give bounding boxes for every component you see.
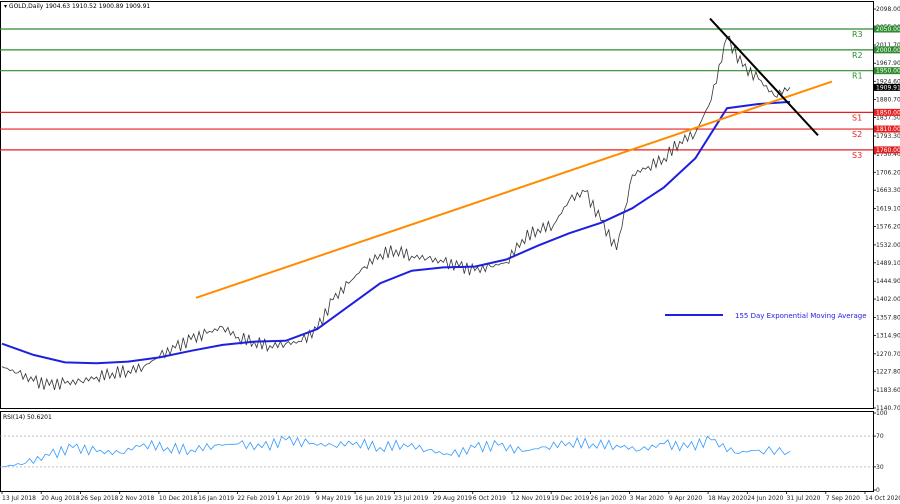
y-tick-label: 1880.70: [876, 97, 900, 104]
y-tick-label: 1489.10: [876, 260, 900, 267]
y-tick-label: 2098.00: [876, 6, 900, 13]
y-tick-label: 1750.40: [876, 151, 900, 158]
level-tag-text: 1950.00: [876, 68, 900, 75]
y-tick-label: 1793.30: [876, 133, 900, 140]
y-tick-label: 1924.60: [876, 78, 900, 85]
x-tick-label: 26 Sep 2018: [80, 495, 118, 502]
level-tag-s3: [874, 146, 900, 154]
level-label-s3: S3: [852, 151, 862, 160]
rsi-series: [1, 435, 791, 468]
current-price-tag: [874, 83, 900, 91]
y-tick-label: 1314.90: [876, 332, 900, 339]
x-tick-label: 13 Jul 2018: [2, 495, 36, 502]
x-tick-label: 2 Nov 2018: [120, 495, 155, 502]
x-tick-label: 9 Apr 2020: [669, 495, 702, 502]
y-tick-label: 1183.60: [876, 387, 900, 394]
rsi-label: RSI(14) 50.6201: [3, 414, 52, 421]
ema-series: [1, 100, 791, 365]
x-tick-label: 24 Jun 2020: [747, 495, 783, 502]
x-tick-label: 18 May 2020: [708, 495, 747, 502]
level-tag-text: 1760.00: [876, 147, 900, 154]
y-tick-label: 1837.50: [876, 115, 900, 122]
level-tag-text: 2050.00: [876, 26, 900, 33]
level-tag-text: 1810.00: [876, 126, 900, 133]
x-tick-label: 6 Oct 2019: [473, 495, 506, 502]
level-tag-text: 1850.00: [876, 109, 900, 116]
level-tag-s2: [874, 125, 900, 133]
x-tick-label: 31 Jul 2020: [787, 495, 821, 502]
x-tick-label: 9 May 2019: [316, 495, 351, 502]
x-tick-label: 14 Oct 2020: [865, 495, 900, 502]
y-tick-label: 1532.00: [876, 242, 900, 249]
x-tick-label: 16 Jun 2019: [355, 495, 391, 502]
y-tick-label: 1576.20: [876, 223, 900, 230]
rsi-panel: RSI(14) 50.6201 100 70 30 0: [0, 410, 888, 494]
level-label-r1: R1: [852, 72, 863, 81]
level-tag-r3: [874, 25, 900, 33]
x-tick-label: 16 Jan 2019: [198, 495, 234, 502]
rsi-y-label: 70: [876, 433, 884, 440]
main-panel: ▾ GOLD,Daily 1904.63 1910.52 1900.89 190…: [0, 1, 900, 412]
y-tick-label: 1140.70: [876, 405, 900, 412]
x-tick-label: 20 Aug 2018: [41, 495, 80, 502]
x-tick-label: 26 Jan 2020: [590, 495, 626, 502]
level-tag-text: 2000.00: [876, 47, 900, 54]
price-series: [1, 35, 791, 391]
y-tick-label: 1619.10: [876, 206, 900, 213]
downtrend-line: [709, 17, 819, 136]
level-tag-r2: [874, 46, 900, 54]
y-tick-label: 1270.70: [876, 351, 900, 358]
x-tick-label: 22 Feb 2019: [237, 495, 275, 502]
x-tick-label: 29 Aug 2019: [434, 495, 473, 502]
rsi-y-label: 30: [876, 464, 884, 471]
y-tick-label: 1706.20: [876, 169, 900, 176]
level-label-r2: R2: [852, 51, 863, 60]
level-label-r3: R3: [852, 30, 863, 39]
legend-label: 155 Day Exponential Moving Average: [735, 312, 867, 320]
uptrend-line: [195, 80, 833, 299]
level-tag-r1: [874, 67, 900, 75]
rsi-y-label: 100: [876, 410, 888, 417]
main-frame: [0, 1, 874, 409]
rsi-frame: [0, 411, 874, 492]
level-tag-s1: [874, 108, 900, 116]
x-tick-label: 10 Dec 2018: [159, 495, 198, 502]
x-tick-label: 3 Mar 2020: [630, 495, 664, 502]
x-tick-label: 7 Sep 2020: [826, 495, 860, 502]
y-tick-label: 2011.70: [876, 42, 900, 49]
x-tick-label: 12 Nov 2019: [512, 495, 551, 502]
x-tick-label: 1 Apr 2019: [277, 495, 310, 502]
y-tick-label: 1227.80: [876, 369, 900, 376]
y-tick-label: 1967.90: [876, 60, 900, 67]
y-tick-label: 1357.80: [876, 315, 900, 322]
current-price-text: 1909.91: [876, 84, 900, 91]
x-tick-label: 19 Dec 2019: [551, 495, 590, 502]
y-tick-label: 1402.00: [876, 296, 900, 303]
rsi-y-label: 0: [876, 487, 880, 494]
level-label-s1: S1: [852, 113, 862, 122]
level-label-s2: S2: [852, 130, 862, 139]
y-tick-label: 1663.30: [876, 187, 900, 194]
y-tick-label: 1444.90: [876, 278, 900, 285]
x-tick-label: 23 Jul 2019: [394, 495, 428, 502]
symbol-header: ▾ GOLD,Daily 1904.63 1910.52 1900.89 190…: [4, 3, 150, 10]
